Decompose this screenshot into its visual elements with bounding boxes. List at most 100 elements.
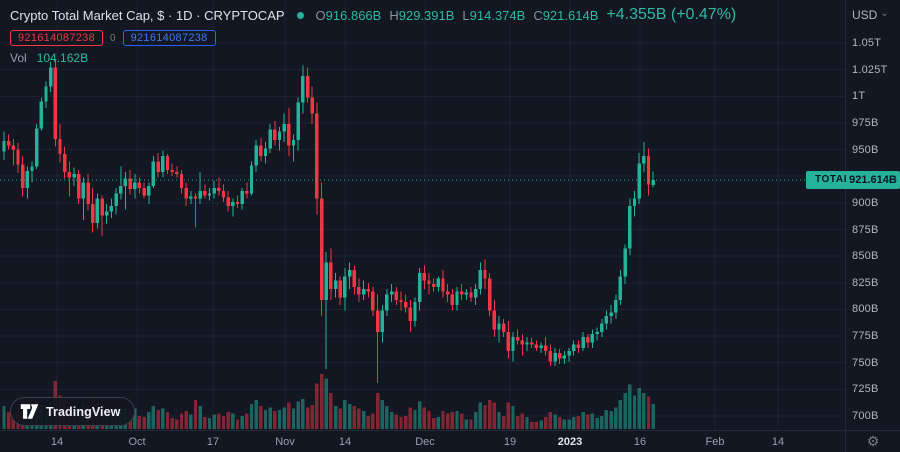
candle: [455, 287, 459, 311]
volume-bar: [142, 417, 146, 429]
candle: [263, 142, 268, 164]
volume-bar: [455, 411, 459, 429]
sticker-separator: 0: [110, 32, 116, 44]
volume-bar: [277, 409, 282, 429]
volume-bar: [642, 393, 646, 429]
volume-bar: [273, 411, 277, 429]
volume-legend-row[interactable]: Vol 104.162B: [10, 51, 736, 65]
candle: [469, 287, 473, 302]
volume-bar: [389, 412, 394, 429]
volume-bar: [473, 412, 478, 429]
candle: [445, 283, 450, 302]
candle: [30, 161, 34, 183]
volume-bar: [301, 399, 305, 429]
volume-bar: [366, 415, 370, 429]
chart-legend: Crypto Total Market Cap, $ · 1D · CRYPTO…: [10, 6, 736, 65]
volume-bar: [170, 418, 174, 429]
candle: [413, 297, 417, 327]
volume-bar: [586, 414, 590, 429]
volume-bar: [217, 413, 221, 429]
candle: [16, 143, 20, 174]
volume-bar: [147, 412, 151, 429]
candle: [105, 203, 109, 225]
volume-bar: [357, 408, 361, 429]
price-axis-label: 950B: [852, 143, 879, 156]
candle: [487, 273, 492, 316]
volume-bar: [623, 393, 627, 429]
candle: [604, 310, 609, 330]
ohlc-values: O916.866B H929.391B L914.374B C921.614B: [316, 8, 599, 23]
price-axis-label: 725B: [852, 383, 879, 396]
volume-bar: [291, 408, 296, 429]
gear-icon: ⚙: [866, 433, 880, 449]
candle: [534, 340, 539, 351]
candle: [436, 276, 441, 292]
volume-bar: [445, 413, 450, 429]
volume-bar: [254, 400, 258, 429]
candle: [2, 131, 6, 161]
candle: [170, 163, 174, 177]
candle: [441, 269, 445, 298]
candle: [572, 340, 576, 356]
volume-bar: [329, 393, 333, 429]
axis-settings-corner[interactable]: ⚙: [846, 431, 900, 452]
chevron-down-icon: ⌄: [880, 8, 889, 19]
volume-bar: [417, 401, 422, 429]
volume-bar: [315, 383, 319, 429]
candle: [235, 195, 240, 209]
candle: [81, 177, 86, 220]
candle: [646, 148, 651, 196]
candle: [319, 182, 324, 316]
candle: [562, 350, 567, 364]
volume-bar: [576, 415, 581, 429]
volume-bar: [193, 400, 198, 429]
candle: [501, 319, 506, 338]
price-axis[interactable]: 1.05T1.025T1T975B950B925B900B875B850B825…: [846, 0, 900, 430]
price-axis-label: 775B: [852, 330, 879, 343]
candle: [558, 348, 562, 364]
candle: [291, 134, 296, 162]
candle: [361, 280, 366, 300]
volume-bar: [590, 413, 595, 429]
volume-bar: [431, 418, 436, 429]
candle: [11, 138, 16, 166]
candle: [165, 153, 170, 175]
candle: [637, 152, 641, 204]
candle: [193, 193, 198, 228]
candle: [287, 108, 291, 156]
candle: [95, 193, 100, 229]
time-axis[interactable]: 14 Oct 17 Nov 14 Dec 19 2023 16 Feb 14: [0, 431, 845, 452]
volume-bar: [165, 412, 170, 429]
volume-bar: [450, 412, 455, 429]
candle: [161, 150, 165, 178]
volume-bar: [203, 417, 207, 429]
grid-layer: [0, 0, 845, 430]
volume-bar: [595, 418, 599, 429]
symbol-title: Crypto Total Market Cap, $ · 1D · CRYPTO…: [10, 7, 285, 23]
volume-bar: [651, 404, 655, 429]
candle: [273, 120, 277, 146]
candle: [389, 283, 394, 302]
volume-bar: [240, 415, 244, 429]
candle: [34, 123, 39, 169]
last-price-text: 921.614B: [849, 173, 897, 186]
candle: [109, 198, 114, 218]
volume-bar: [534, 421, 539, 429]
tradingview-watermark[interactable]: TradingView: [10, 397, 135, 426]
volume-bar: [609, 411, 613, 429]
volume-bar: [506, 402, 511, 429]
symbol-legend-row[interactable]: Crypto Total Market Cap, $ · 1D · CRYPTO…: [10, 6, 736, 24]
chart-canvas[interactable]: [0, 0, 845, 430]
candle: [357, 278, 361, 302]
sticker-blue-value: 921614087238: [122, 30, 216, 46]
candle: [184, 182, 188, 207]
candle: [137, 177, 142, 194]
time-axis-label: 2023: [557, 435, 583, 448]
candle: [544, 337, 548, 356]
candle: [366, 282, 370, 298]
candle: [329, 248, 333, 300]
time-axis-label: Oct: [128, 435, 146, 448]
volume-bar: [361, 411, 366, 429]
currency-selector[interactable]: USD ⌄: [852, 6, 896, 24]
